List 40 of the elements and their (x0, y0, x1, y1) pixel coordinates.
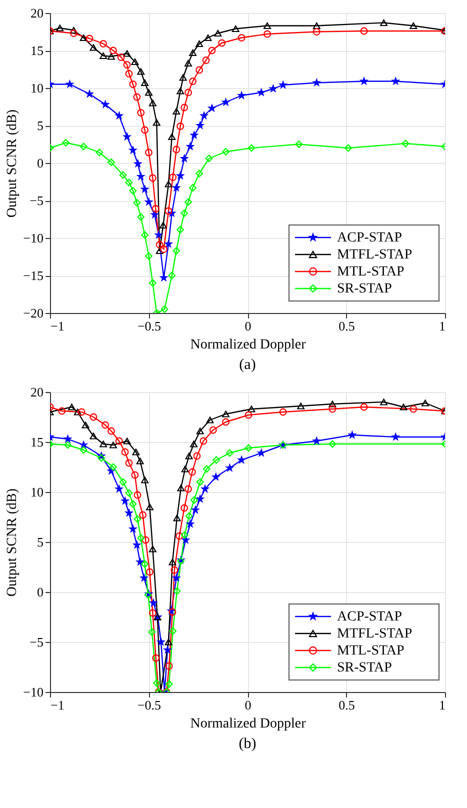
y-tick-label: −15 (23, 268, 44, 283)
x-tick-label: −0.5 (137, 318, 162, 334)
x-tick-label: 0.5 (338, 698, 355, 712)
legend-label: SR-STAP (337, 282, 392, 296)
legend-label: MTFL-STAP (337, 248, 412, 262)
x-tick-label: −0.5 (137, 698, 162, 712)
y-tick-label: 10 (30, 484, 44, 500)
y-tick-label: 5 (37, 534, 44, 550)
y-tick-label: −10 (23, 230, 44, 246)
y-tick-label: 20 (30, 6, 44, 20)
x-tick-label: 1 (439, 318, 446, 334)
x-tick-label: −1 (50, 698, 64, 712)
y-tick-label: 0 (37, 584, 44, 600)
y-tick-label: 0 (37, 156, 44, 170)
y-axis-title: Output SCNR (dB) (5, 488, 20, 597)
x-axis-title: Normalized Doppler (190, 716, 306, 732)
y-tick-label: 10 (30, 80, 44, 96)
y-tick-label: 5 (37, 118, 44, 133)
y-tick-label: −5 (30, 193, 44, 208)
y-tick-label: 15 (30, 43, 44, 58)
legend-label: MTFL-STAP (337, 626, 412, 642)
x-tick-label: 0.5 (338, 318, 355, 334)
y-tick-label: 15 (30, 434, 44, 450)
x-tick-label: 1 (439, 698, 446, 712)
legend-label: MTL-STAP (337, 644, 405, 658)
x-tick-label: 0 (244, 698, 252, 712)
legend-label: SR-STAP (337, 660, 392, 676)
y-tick-label: −5 (30, 634, 44, 650)
x-axis-title: Normalized Doppler (190, 338, 306, 352)
x-tick-label: −1 (50, 318, 64, 334)
y-tick-label: 20 (30, 384, 44, 400)
y-axis-title: Output SCNR (dB) (5, 109, 20, 218)
text: (a) (239, 357, 256, 373)
legend-label: MTL-STAP (337, 264, 405, 280)
y-tick-label: −20 (23, 306, 44, 320)
legend-label: ACP-STAP (337, 610, 402, 624)
text: (b) (238, 736, 256, 752)
x-tick-label: 0 (244, 318, 252, 334)
legend-label: ACP-STAP (337, 230, 402, 246)
y-tick-label: −10 (23, 684, 44, 700)
